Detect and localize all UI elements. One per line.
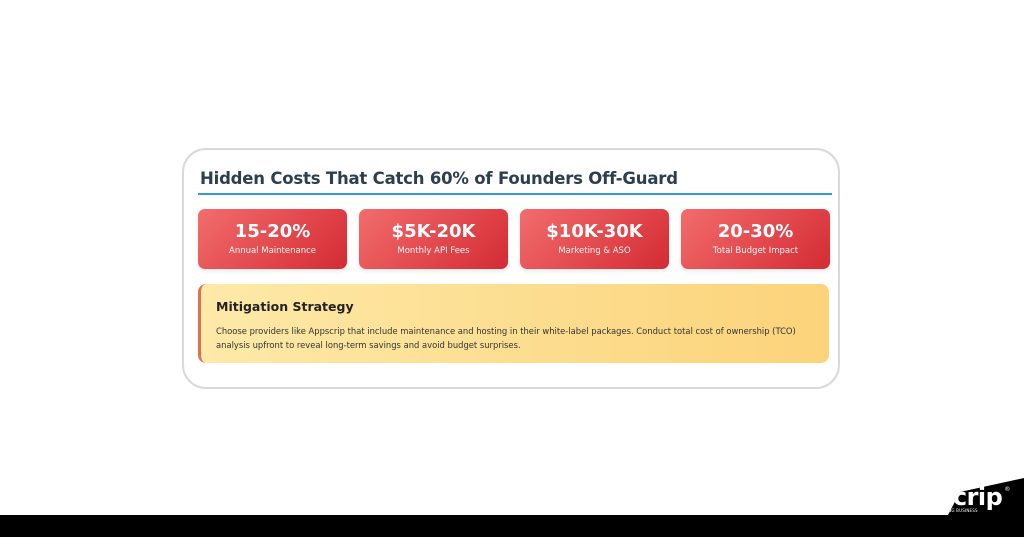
hidden-costs-card: Hidden Costs That Catch 60% of Founders … (182, 148, 840, 389)
stat-box: $5K-20K Monthly API Fees (359, 209, 508, 269)
stat-label: Monthly API Fees (397, 246, 470, 256)
logo-tagline: ACCELERATING BUSINESS (922, 508, 978, 513)
stat-label: Marketing & ASO (558, 246, 631, 256)
card-title: Hidden Costs That Catch 60% of Founders … (200, 169, 678, 188)
registered-mark: ® (1004, 486, 1011, 493)
logo-row: appscrip ® (890, 483, 1011, 511)
stat-value: $10K-30K (546, 221, 643, 242)
logo-text: appscrip (890, 483, 1003, 511)
mitigation-text: Choose providers like Appscrip that incl… (216, 326, 796, 350)
stat-value: 15-20% (234, 221, 311, 242)
stat-value: 20-30% (717, 221, 794, 242)
stat-box: 20-30% Total Budget Impact (681, 209, 830, 269)
stat-box: $10K-30K Marketing & ASO (520, 209, 669, 269)
stat-value: $5K-20K (391, 221, 476, 242)
title-divider (198, 193, 832, 195)
mitigation-heading: Mitigation Strategy (216, 299, 354, 314)
footer-shape (0, 478, 1024, 537)
mitigation-panel: Mitigation Strategy Choose providers lik… (198, 284, 829, 363)
appscrip-logo: appscrip ® ACCELERATING BUSINESS (890, 483, 1011, 514)
stats-row: 15-20% Annual Maintenance $5K-20K Monthly A… (198, 209, 830, 269)
stat-box: 15-20% Annual Maintenance (198, 209, 347, 269)
stat-label: Annual Maintenance (229, 246, 316, 256)
stat-label: Total Budget Impact (712, 246, 799, 256)
